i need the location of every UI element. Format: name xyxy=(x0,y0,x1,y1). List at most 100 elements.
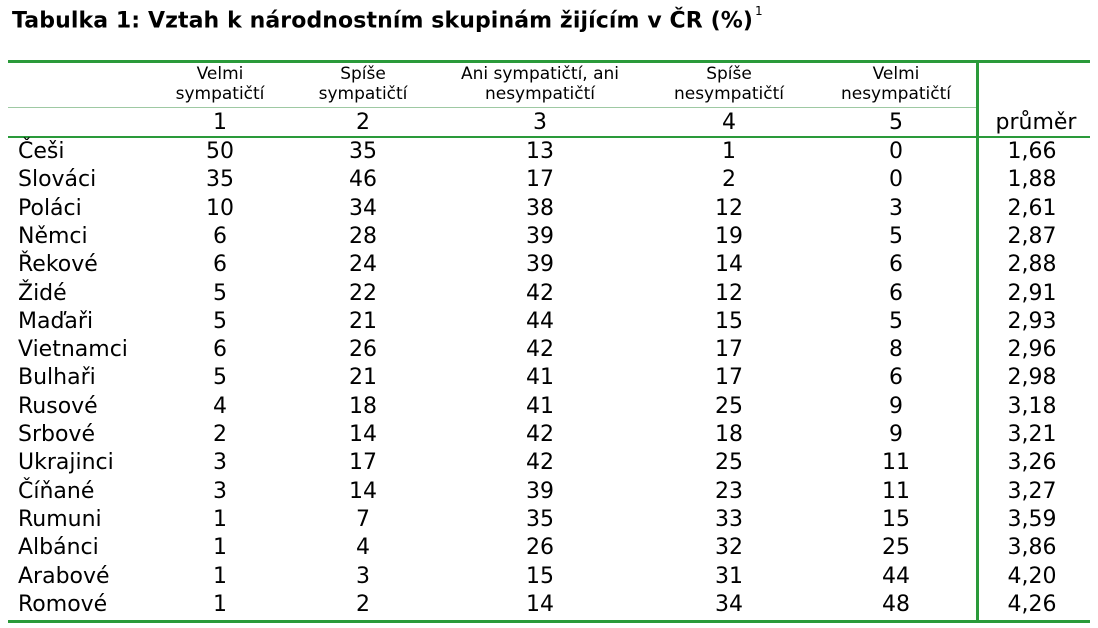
row-group-name: Ukrajinci xyxy=(18,450,114,476)
cell-average: 4,26 xyxy=(1007,591,1057,617)
cell-average: 1,66 xyxy=(1007,139,1057,164)
cell-value-col4: 34 xyxy=(715,591,743,617)
cell-value-col2: 14 xyxy=(349,478,377,504)
cell-value-col4: 25 xyxy=(715,393,743,419)
row-group-name: Vietnamci xyxy=(18,337,128,363)
column-number-4: 4 xyxy=(722,110,736,135)
cell-average: 2,88 xyxy=(1007,252,1057,278)
cell-value-col4: 15 xyxy=(715,308,743,334)
row-group-name: Romové xyxy=(18,591,108,617)
table-row: Rumuni 1 7 35 33 15 3,59 xyxy=(0,506,1098,534)
cell-value-col4: 19 xyxy=(715,223,743,249)
cell-average: 3,26 xyxy=(1007,450,1057,476)
table-row: Řekové 6 24 39 14 6 2,88 xyxy=(0,251,1098,279)
column-header-2: Spíše sympatičtí xyxy=(288,64,438,104)
cell-average: 1,88 xyxy=(1007,167,1057,193)
cell-average: 2,61 xyxy=(1007,195,1057,221)
footnote-marker: 1 xyxy=(755,4,763,18)
row-group-name: Rumuni xyxy=(18,506,102,532)
table-row: Maďaři 5 21 44 15 5 2,93 xyxy=(0,308,1098,336)
table-row: Němci 6 28 39 19 5 2,87 xyxy=(0,223,1098,251)
average-column-header: průměr xyxy=(995,110,1077,135)
cell-value-col5: 9 xyxy=(889,393,903,419)
cell-value-col2: 7 xyxy=(356,506,370,532)
row-group-name: Bulhaři xyxy=(18,365,96,391)
cell-value-col5: 48 xyxy=(882,591,910,617)
row-group-name: Arabové xyxy=(18,563,110,589)
cell-value-col2: 18 xyxy=(349,393,377,419)
cell-value-col3: 42 xyxy=(526,280,554,306)
header-rule xyxy=(8,136,1090,138)
cell-value-col1: 3 xyxy=(213,450,227,476)
cell-value-col2: 2 xyxy=(356,591,370,617)
cell-value-col4: 32 xyxy=(715,535,743,561)
cell-value-col3: 44 xyxy=(526,308,554,334)
cell-value-col3: 26 xyxy=(526,535,554,561)
column-header-line2: nesympatičtí xyxy=(673,84,785,104)
row-group-name: Židé xyxy=(18,280,67,306)
cell-value-col2: 35 xyxy=(349,139,377,164)
cell-value-col1: 3 xyxy=(213,478,227,504)
row-group-name: Srbové xyxy=(18,422,95,447)
column-header-line2: sympatičtí xyxy=(175,84,265,104)
table-row: Arabové 1 3 15 31 44 4,20 xyxy=(0,563,1098,591)
column-header-line1: Ani sympatičtí, ani xyxy=(460,64,620,84)
row-group-name: Číňané xyxy=(18,478,95,504)
cell-value-col3: 42 xyxy=(526,337,554,363)
cell-value-col1: 6 xyxy=(213,223,227,249)
cell-value-col3: 42 xyxy=(526,422,554,447)
cell-value-col3: 35 xyxy=(526,506,554,532)
column-header-1: Velmi sympatičtí xyxy=(145,64,295,104)
cell-value-col4: 17 xyxy=(715,337,743,363)
cell-value-col3: 41 xyxy=(526,365,554,391)
table-row: Poláci 10 34 38 12 3 2,61 xyxy=(0,195,1098,223)
column-header-line1: Velmi xyxy=(196,64,244,84)
row-group-name: Poláci xyxy=(18,195,82,221)
cell-value-col5: 5 xyxy=(889,308,903,334)
cell-value-col1: 5 xyxy=(213,280,227,306)
cell-value-col4: 12 xyxy=(715,195,743,221)
cell-value-col1: 6 xyxy=(213,252,227,278)
column-header-line2: nesympatičtí xyxy=(484,84,596,104)
cell-value-col4: 31 xyxy=(715,563,743,589)
column-header-4: Spíše nesympatičtí xyxy=(654,64,804,104)
cell-value-col5: 8 xyxy=(889,337,903,363)
column-header-line2: sympatičtí xyxy=(318,84,408,104)
cell-value-col4: 25 xyxy=(715,450,743,476)
cell-value-col5: 6 xyxy=(889,365,903,391)
cell-value-col1: 2 xyxy=(213,422,227,447)
cell-value-col2: 26 xyxy=(349,337,377,363)
cell-value-col5: 0 xyxy=(889,167,903,193)
column-header-line2: nesympatičtí xyxy=(840,84,952,104)
cell-value-col4: 23 xyxy=(715,478,743,504)
cell-average: 3,86 xyxy=(1007,535,1057,561)
cell-value-col1: 1 xyxy=(213,591,227,617)
table-row: Romové 1 2 14 34 48 4,26 xyxy=(0,591,1098,619)
top-rule xyxy=(8,60,1090,63)
cell-value-col1: 6 xyxy=(213,337,227,363)
table-row: Češi 50 35 13 1 0 1,66 xyxy=(0,138,1098,166)
cell-value-col2: 24 xyxy=(349,252,377,278)
cell-value-col3: 13 xyxy=(526,139,554,164)
cell-average: 3,18 xyxy=(1007,393,1057,419)
table-row: Albánci 1 4 26 32 25 3,86 xyxy=(0,534,1098,562)
table-row: Srbové 2 14 42 18 9 3,21 xyxy=(0,421,1098,449)
cell-average: 3,59 xyxy=(1007,506,1057,532)
average-column-rule xyxy=(976,60,979,623)
cell-value-col2: 34 xyxy=(349,195,377,221)
cell-value-col4: 17 xyxy=(715,365,743,391)
cell-value-col5: 11 xyxy=(882,450,910,476)
cell-value-col3: 39 xyxy=(526,252,554,278)
cell-value-col3: 41 xyxy=(526,393,554,419)
table-row: Bulhaři 5 21 41 17 6 2,98 xyxy=(0,364,1098,392)
header-separator xyxy=(8,107,976,108)
cell-value-col5: 25 xyxy=(882,535,910,561)
column-header-3: Ani sympatičtí, ani nesympatičtí xyxy=(430,64,650,104)
cell-value-col1: 1 xyxy=(213,535,227,561)
cell-value-col5: 5 xyxy=(889,223,903,249)
table-row: Vietnamci 6 26 42 17 8 2,96 xyxy=(0,336,1098,364)
cell-value-col2: 21 xyxy=(349,308,377,334)
cell-value-col2: 22 xyxy=(349,280,377,306)
cell-average: 2,91 xyxy=(1007,280,1057,306)
row-group-name: Rusové xyxy=(18,393,98,419)
